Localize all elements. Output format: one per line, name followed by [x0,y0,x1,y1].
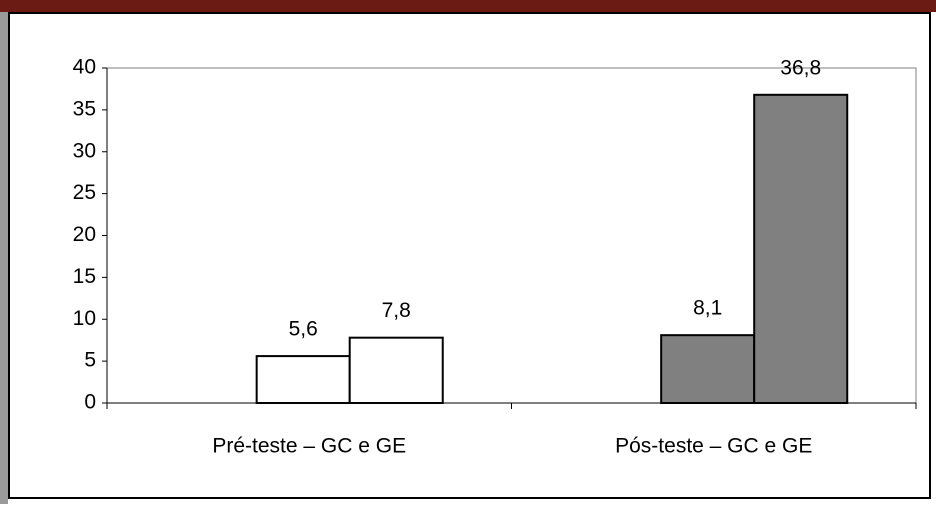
data-label: 5,6 [289,318,318,341]
y-tick-label: 0 [84,391,96,414]
x-tick-label: Pré-teste – GC e GE [212,435,406,458]
y-tick-label: 20 [73,223,96,246]
y-tick-label: 35 [73,97,96,120]
y-tick-label: 30 [73,139,96,162]
data-label: 36,8 [780,56,821,79]
bar [753,93,849,405]
plot-border [107,67,917,403]
top-banner [0,0,936,12]
x-tick-label: Pós-teste – GC e GE [615,435,812,458]
y-tick-label: 10 [73,307,96,330]
data-label: 8,1 [693,297,722,320]
y-tick-label: 5 [84,349,96,372]
bar [348,336,444,404]
y-tick-label: 40 [73,56,96,79]
left-border [0,12,8,504]
y-tick-label: 25 [73,181,96,204]
bar [255,355,351,405]
data-label: 7,8 [382,299,411,322]
bar [660,334,756,405]
y-tick-label: 15 [73,265,96,288]
